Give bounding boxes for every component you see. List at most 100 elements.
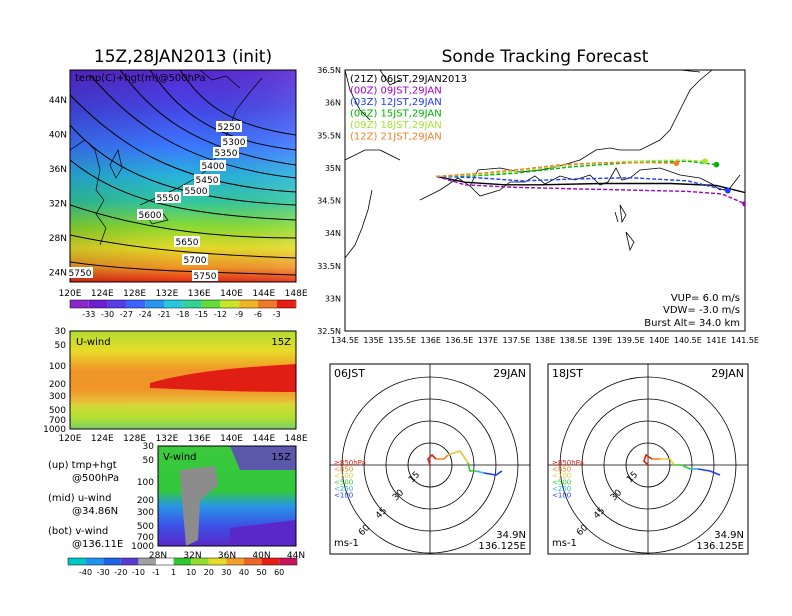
- wind-colorbar-label: -20: [114, 568, 127, 577]
- wind-colorbar-label: -10: [132, 568, 145, 577]
- contour-label-bg: [194, 174, 220, 185]
- map-panel-label: temp(C)+hgt(m)@500hPa: [75, 73, 206, 84]
- hodograph-lon: 136.125E: [696, 541, 744, 552]
- track-y-tick: 35.5N: [317, 131, 341, 140]
- left-title: 15Z,28JAN2013 (init): [94, 47, 272, 67]
- temp-colorbar-swatch: [164, 300, 183, 308]
- hodograph-legend-entry: ≥850hPa: [552, 459, 584, 467]
- track-y-tick: 35N: [325, 164, 341, 173]
- map-lon-tick: 124E: [91, 289, 114, 299]
- contour-label: 5350: [215, 149, 238, 159]
- track-line: [436, 159, 706, 178]
- hodograph-trace: [643, 453, 653, 466]
- u-lon-tick: 148E: [285, 434, 308, 444]
- track-x-tick: 139.5E: [617, 336, 645, 345]
- map-lon-tick: 148E: [285, 289, 308, 299]
- map-lon-tick: 128E: [123, 289, 146, 299]
- vdw-text: VDW= -3.0 m/s: [663, 305, 740, 316]
- track-legend-entry: (09Z) 18JST,29JAN: [350, 120, 442, 131]
- v-lat-ticks: 28N 32N 36N 40N 44N: [149, 551, 305, 561]
- map-lon-tick: 132E: [155, 289, 178, 299]
- track-x-tick: 137.5E: [502, 336, 530, 345]
- wind-colorbar-swatch: [279, 558, 297, 565]
- u-lon-tick: 140E: [220, 434, 243, 444]
- hodograph-legend-entry: <500: [334, 479, 353, 487]
- map-lat-tick: 44N: [49, 96, 67, 106]
- hodograph-time: 18JST: [552, 367, 583, 380]
- hodograph-trace: [483, 470, 503, 476]
- track-y-tick: 33N: [325, 294, 341, 303]
- temp-colorbar-swatch: [258, 300, 277, 308]
- contour-label-bg: [174, 236, 200, 247]
- u-p-tick: 100: [49, 362, 66, 372]
- track-endpoint: [748, 191, 754, 197]
- v-p-tick: 500: [137, 522, 154, 532]
- note-bot-1: (bot) v-wind: [48, 526, 108, 537]
- map-lat-tick: 28N: [49, 234, 67, 244]
- u-wind-label: U-wind: [76, 337, 111, 348]
- u-wind-jet: [70, 364, 296, 429]
- track-endpoint: [725, 187, 731, 194]
- wind-colorbar-label: 50: [257, 568, 267, 577]
- track-y-tick: 34N: [325, 229, 341, 238]
- track-y-tick: 33.5N: [317, 262, 341, 271]
- temp-colorbar-label: -21: [157, 310, 170, 319]
- track-line: [436, 162, 677, 178]
- wind-colorbar-swatch: [173, 558, 192, 565]
- track-x-tick: 141E: [706, 336, 726, 345]
- contour-label-bg: [213, 147, 239, 158]
- temp-colorbar-frame: [69, 299, 297, 309]
- track-coastlines: [345, 70, 741, 259]
- hodograph-trace: [674, 464, 691, 470]
- hodograph-lat: 34.9N: [714, 530, 744, 541]
- temp-colorbar-swatch: [276, 300, 296, 308]
- track-line: [436, 160, 717, 178]
- hodograph-legend-entry: <100: [334, 492, 353, 500]
- hodograph-legend-entry: <700: [334, 472, 353, 480]
- track-x-ticks: 134.5E 135E 135.5E 136E 136.5E 137E 137.5E 138E…: [331, 336, 759, 345]
- temp-colorbar-swatch: [201, 300, 221, 308]
- wind-colorbar-swatch: [68, 558, 86, 565]
- contour-label-bg: [137, 209, 163, 220]
- v-p-tick: 50: [143, 456, 155, 466]
- wind-colorbar-label: -1: [152, 568, 160, 577]
- temp-colorbar-swatch: [220, 300, 240, 308]
- track-x-tick: 138.5E: [560, 336, 588, 345]
- hodograph-legend-entry: <500: [552, 479, 571, 487]
- track-series: [436, 158, 754, 207]
- hodograph-trace: [660, 458, 675, 466]
- track-x-tick: 134.5E: [331, 336, 359, 345]
- contour-label: 5700: [184, 256, 207, 266]
- contour-label-bg: [216, 121, 242, 132]
- burst-text: Burst Alt= 34.0 km: [644, 318, 740, 329]
- track-x-tick: 138E: [535, 336, 555, 345]
- hodograph-legend-entry: <250: [552, 485, 571, 493]
- map-lon-tick: 140E: [220, 289, 243, 299]
- hodograph-trace: [436, 454, 449, 460]
- hodograph-date: 29JAN: [711, 367, 744, 380]
- wind-colorbar-swatch: [138, 558, 156, 565]
- note-up-1: (up) tmp+hgt: [48, 460, 117, 471]
- v-p-tick: 30: [143, 442, 155, 452]
- map-lat-tick: 24N: [49, 269, 67, 279]
- temp-colorbar-swatch: [107, 300, 127, 308]
- track-endpoint: [713, 161, 720, 168]
- u-p-tick: 50: [55, 341, 67, 351]
- hodograph-lon: 136.125E: [478, 541, 526, 552]
- contour-label-bg: [155, 192, 181, 203]
- u-p-tick: 300: [49, 392, 66, 402]
- hodograph-time: 06JST: [334, 367, 365, 380]
- hodograph-legend-entry: <250: [334, 485, 353, 493]
- wind-colorbar-swatch: [85, 558, 104, 565]
- v-lat-tick: 40N: [252, 551, 270, 561]
- track-x-tick: 136.5E: [445, 336, 473, 345]
- track-endpoint: [673, 160, 680, 167]
- temp-colorbar-swatch: [126, 300, 146, 308]
- wind-colorbar-label: 60: [274, 568, 284, 577]
- wind-colorbar-swatch: [208, 558, 227, 565]
- contour-label: 5550: [157, 194, 180, 204]
